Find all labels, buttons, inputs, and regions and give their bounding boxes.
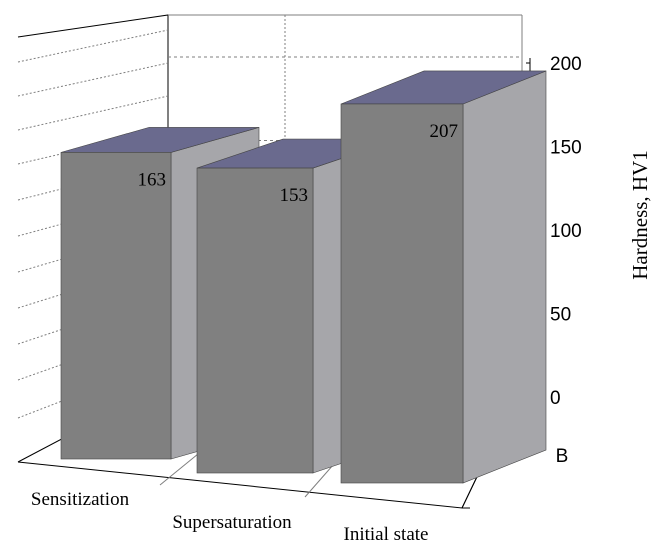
y-tick-label: 150 — [550, 138, 582, 159]
bar — [340, 103, 464, 484]
y-axis-title: Hardness, HV1 — [628, 150, 652, 279]
value-labels: 163 153 207 — [138, 121, 459, 206]
y-tick-label: 0 — [550, 388, 561, 409]
series-name-label: B — [556, 446, 569, 467]
category-label: Initial state — [344, 524, 429, 543]
category-labels: Sensitization Supersaturation Initial stat… — [31, 489, 429, 543]
bar — [60, 152, 172, 460]
data-label: 207 — [430, 121, 459, 142]
y-tick-label: 100 — [550, 221, 582, 242]
y-tick-labels: 0 50 100 150 200 — [550, 54, 582, 409]
category-label: Supersaturation — [172, 512, 292, 533]
bars — [60, 70, 547, 484]
y-tick-label: 200 — [550, 54, 582, 75]
data-label: 163 — [138, 169, 167, 190]
y-tick-label: 50 — [550, 305, 571, 326]
data-label: 153 — [280, 185, 309, 206]
bar-side — [462, 70, 547, 484]
bar — [196, 167, 314, 474]
category-label: Sensitization — [31, 489, 130, 510]
